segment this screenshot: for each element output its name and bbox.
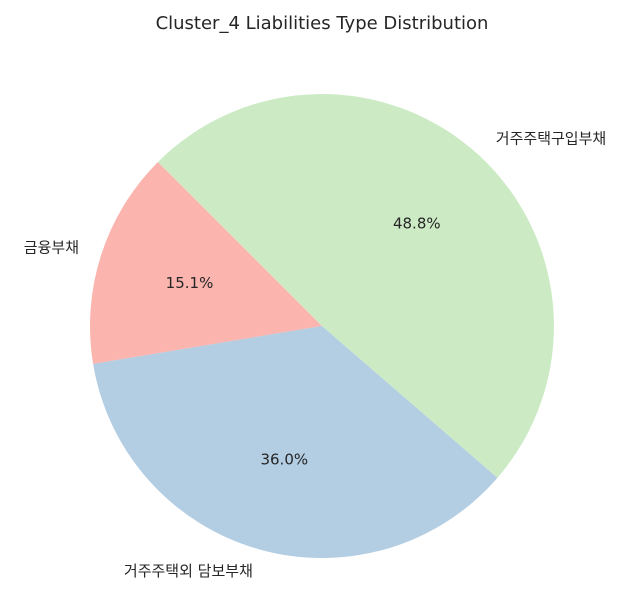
category-label-1: 금융부채 <box>24 239 79 257</box>
pie-slice-2 <box>93 326 498 558</box>
pie-slice-1 <box>89 161 322 364</box>
category-label-2: 거주주택외 담보부채 <box>124 562 253 580</box>
pie-slice-3 <box>157 94 554 478</box>
chart-title: Cluster_4 Liabilities Type Distribution <box>156 13 489 34</box>
percent-labels: 15.1% 36.0% 48.8% <box>166 215 441 469</box>
percent-label-1: 15.1% <box>166 274 214 292</box>
category-label-3: 거주주택구입부채 <box>496 130 606 148</box>
pie-slices <box>89 94 554 558</box>
percent-label-2: 36.0% <box>260 451 308 469</box>
percent-label-3: 48.8% <box>393 215 441 233</box>
